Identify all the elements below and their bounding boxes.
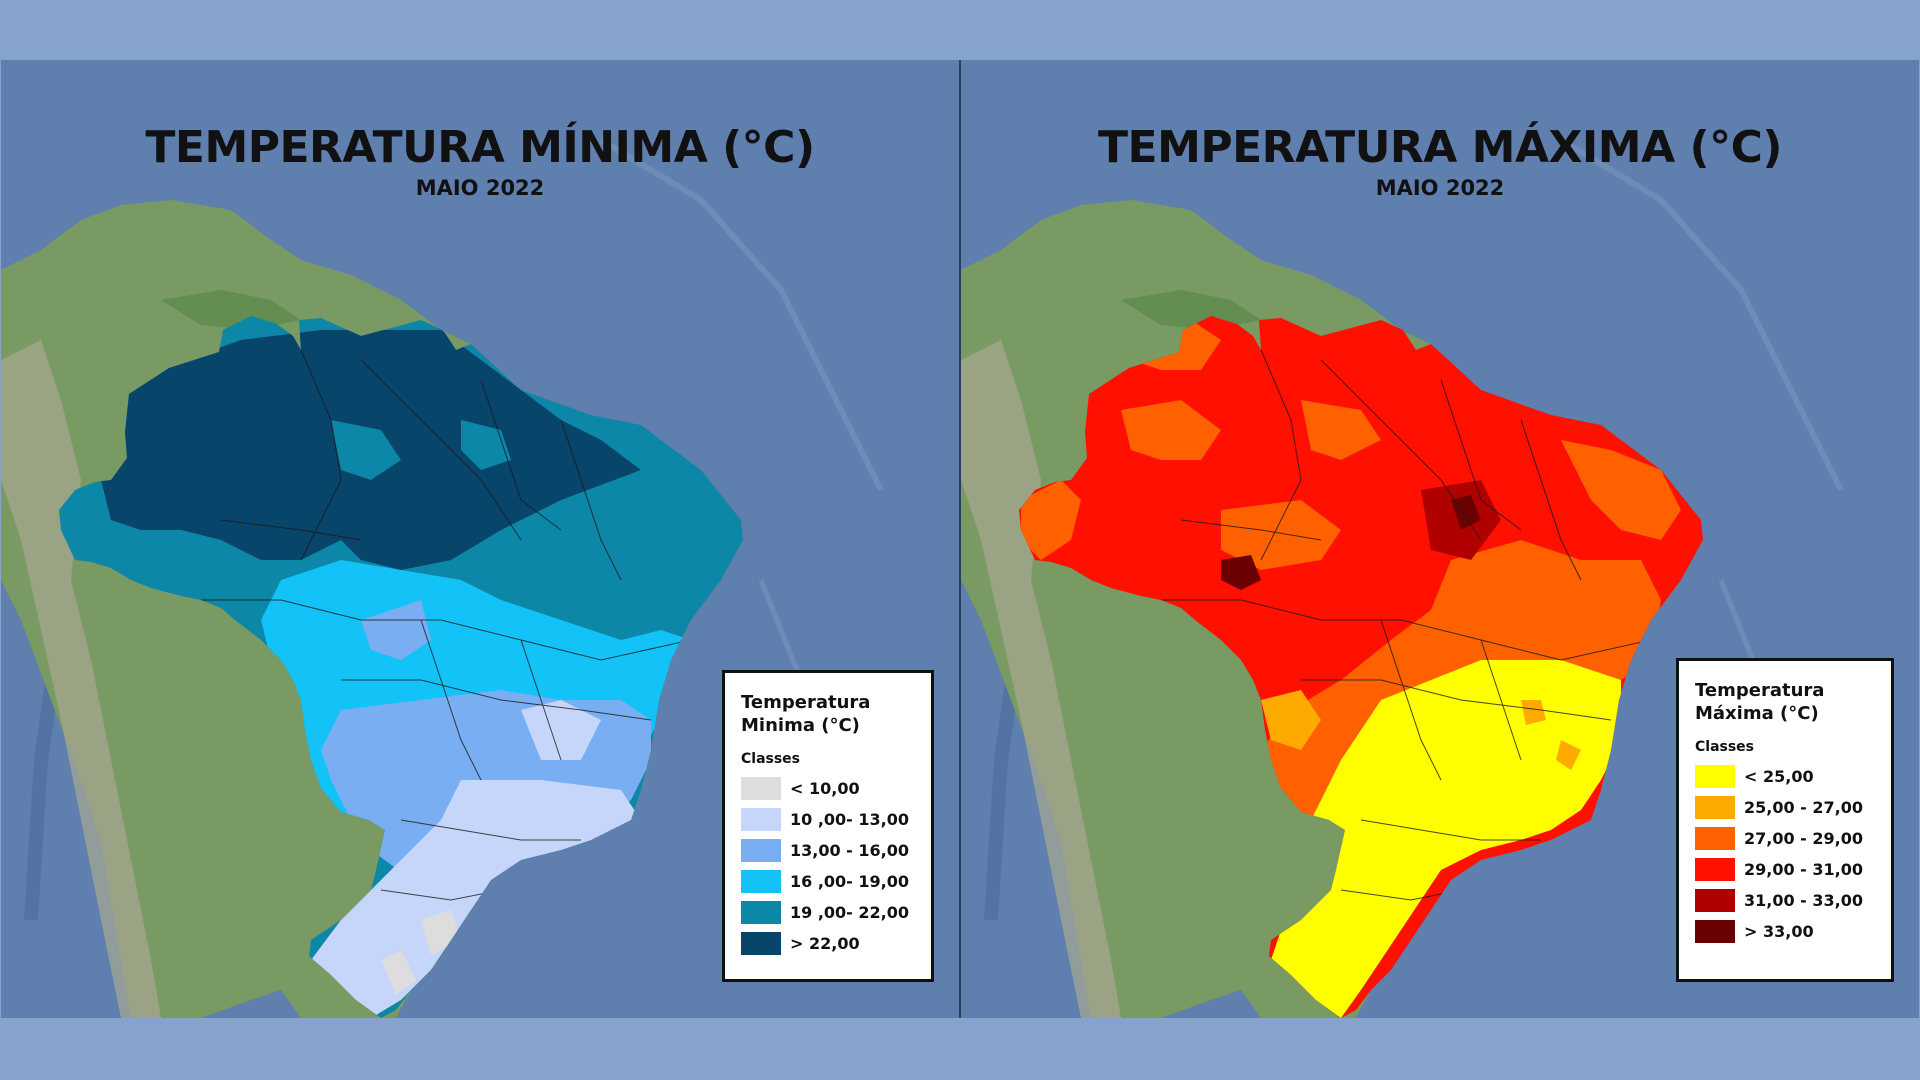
legend-label: 29,00 - 31,00 bbox=[1744, 860, 1863, 879]
legend-box: Temperatura Máxima (°C) Classes < 25,00 … bbox=[1676, 658, 1894, 982]
map-panel-minimum: TEMPERATURA MÍNIMA (°C) MAIO 2022 Temper… bbox=[1, 60, 959, 1018]
legend-item: > 33,00 bbox=[1695, 916, 1891, 947]
legend-label: < 25,00 bbox=[1744, 767, 1814, 786]
andes-range bbox=[1, 340, 161, 1018]
legend-item: 29,00 - 31,00 bbox=[1695, 854, 1891, 885]
map-minimum bbox=[1, 60, 959, 1018]
map-maximum bbox=[961, 60, 1919, 1018]
map-title: TEMPERATURA MÍNIMA (°C) bbox=[145, 122, 815, 173]
map-subtitle: MAIO 2022 bbox=[1375, 176, 1505, 200]
legend-label: 19 ,00- 22,00 bbox=[790, 903, 909, 922]
guiana-highlands bbox=[1121, 290, 1261, 330]
legend-item: 25,00 - 27,00 bbox=[1695, 792, 1891, 823]
map-subtitle: MAIO 2022 bbox=[415, 176, 545, 200]
legend-label: 10 ,00- 13,00 bbox=[790, 810, 909, 829]
andes-range bbox=[961, 340, 1121, 1018]
legend-label: 27,00 - 29,00 bbox=[1744, 829, 1863, 848]
legend-classes-label: Classes bbox=[1695, 739, 1755, 755]
legend-item: 10 ,00- 13,00 bbox=[741, 804, 931, 835]
legend-title: Temperatura Máxima (°C) bbox=[1695, 680, 1825, 724]
legend-item: 13,00 - 16,00 bbox=[741, 835, 931, 866]
legend-item: < 10,00 bbox=[741, 773, 931, 804]
legend-swatch bbox=[741, 870, 781, 893]
panel-divider bbox=[959, 60, 961, 1018]
legend-item: 16 ,00- 19,00 bbox=[741, 866, 931, 897]
legend-label: < 10,00 bbox=[790, 779, 860, 798]
legend-swatch bbox=[1695, 858, 1735, 881]
legend-title: Temperatura Minima (°C) bbox=[741, 692, 871, 736]
legend-label: 13,00 - 16,00 bbox=[790, 841, 909, 860]
legend-swatch bbox=[1695, 827, 1735, 850]
legend-label: 25,00 - 27,00 bbox=[1744, 798, 1863, 817]
legend-label: 31,00 - 33,00 bbox=[1744, 891, 1863, 910]
legend-swatch bbox=[1695, 796, 1735, 819]
legend-item: 31,00 - 33,00 bbox=[1695, 885, 1891, 916]
legend-swatch bbox=[1695, 765, 1735, 788]
legend-item: > 22,00 bbox=[741, 928, 931, 959]
legend-swatch bbox=[741, 839, 781, 862]
guiana-highlands bbox=[161, 290, 301, 330]
legend-label: > 22,00 bbox=[790, 934, 860, 953]
map-panel-maximum: TEMPERATURA MÁXIMA (°C) MAIO 2022 Temper… bbox=[961, 60, 1919, 1018]
legend-classes-label: Classes bbox=[741, 751, 801, 767]
legend-item: < 25,00 bbox=[1695, 761, 1891, 792]
legend-label: > 33,00 bbox=[1744, 922, 1814, 941]
legend-swatch bbox=[741, 932, 781, 955]
legend-swatch bbox=[741, 777, 781, 800]
legend-label: 16 ,00- 19,00 bbox=[790, 872, 909, 891]
legend-item: 27,00 - 29,00 bbox=[1695, 823, 1891, 854]
legend-swatch bbox=[741, 808, 781, 831]
legend-swatch bbox=[1695, 889, 1735, 912]
legend-box: Temperatura Minima (°C) Classes < 10,00 … bbox=[722, 670, 934, 982]
legend-swatch bbox=[1695, 920, 1735, 943]
map-title: TEMPERATURA MÁXIMA (°C) bbox=[1098, 122, 1782, 173]
legend-swatch bbox=[741, 901, 781, 924]
legend-item: 19 ,00- 22,00 bbox=[741, 897, 931, 928]
